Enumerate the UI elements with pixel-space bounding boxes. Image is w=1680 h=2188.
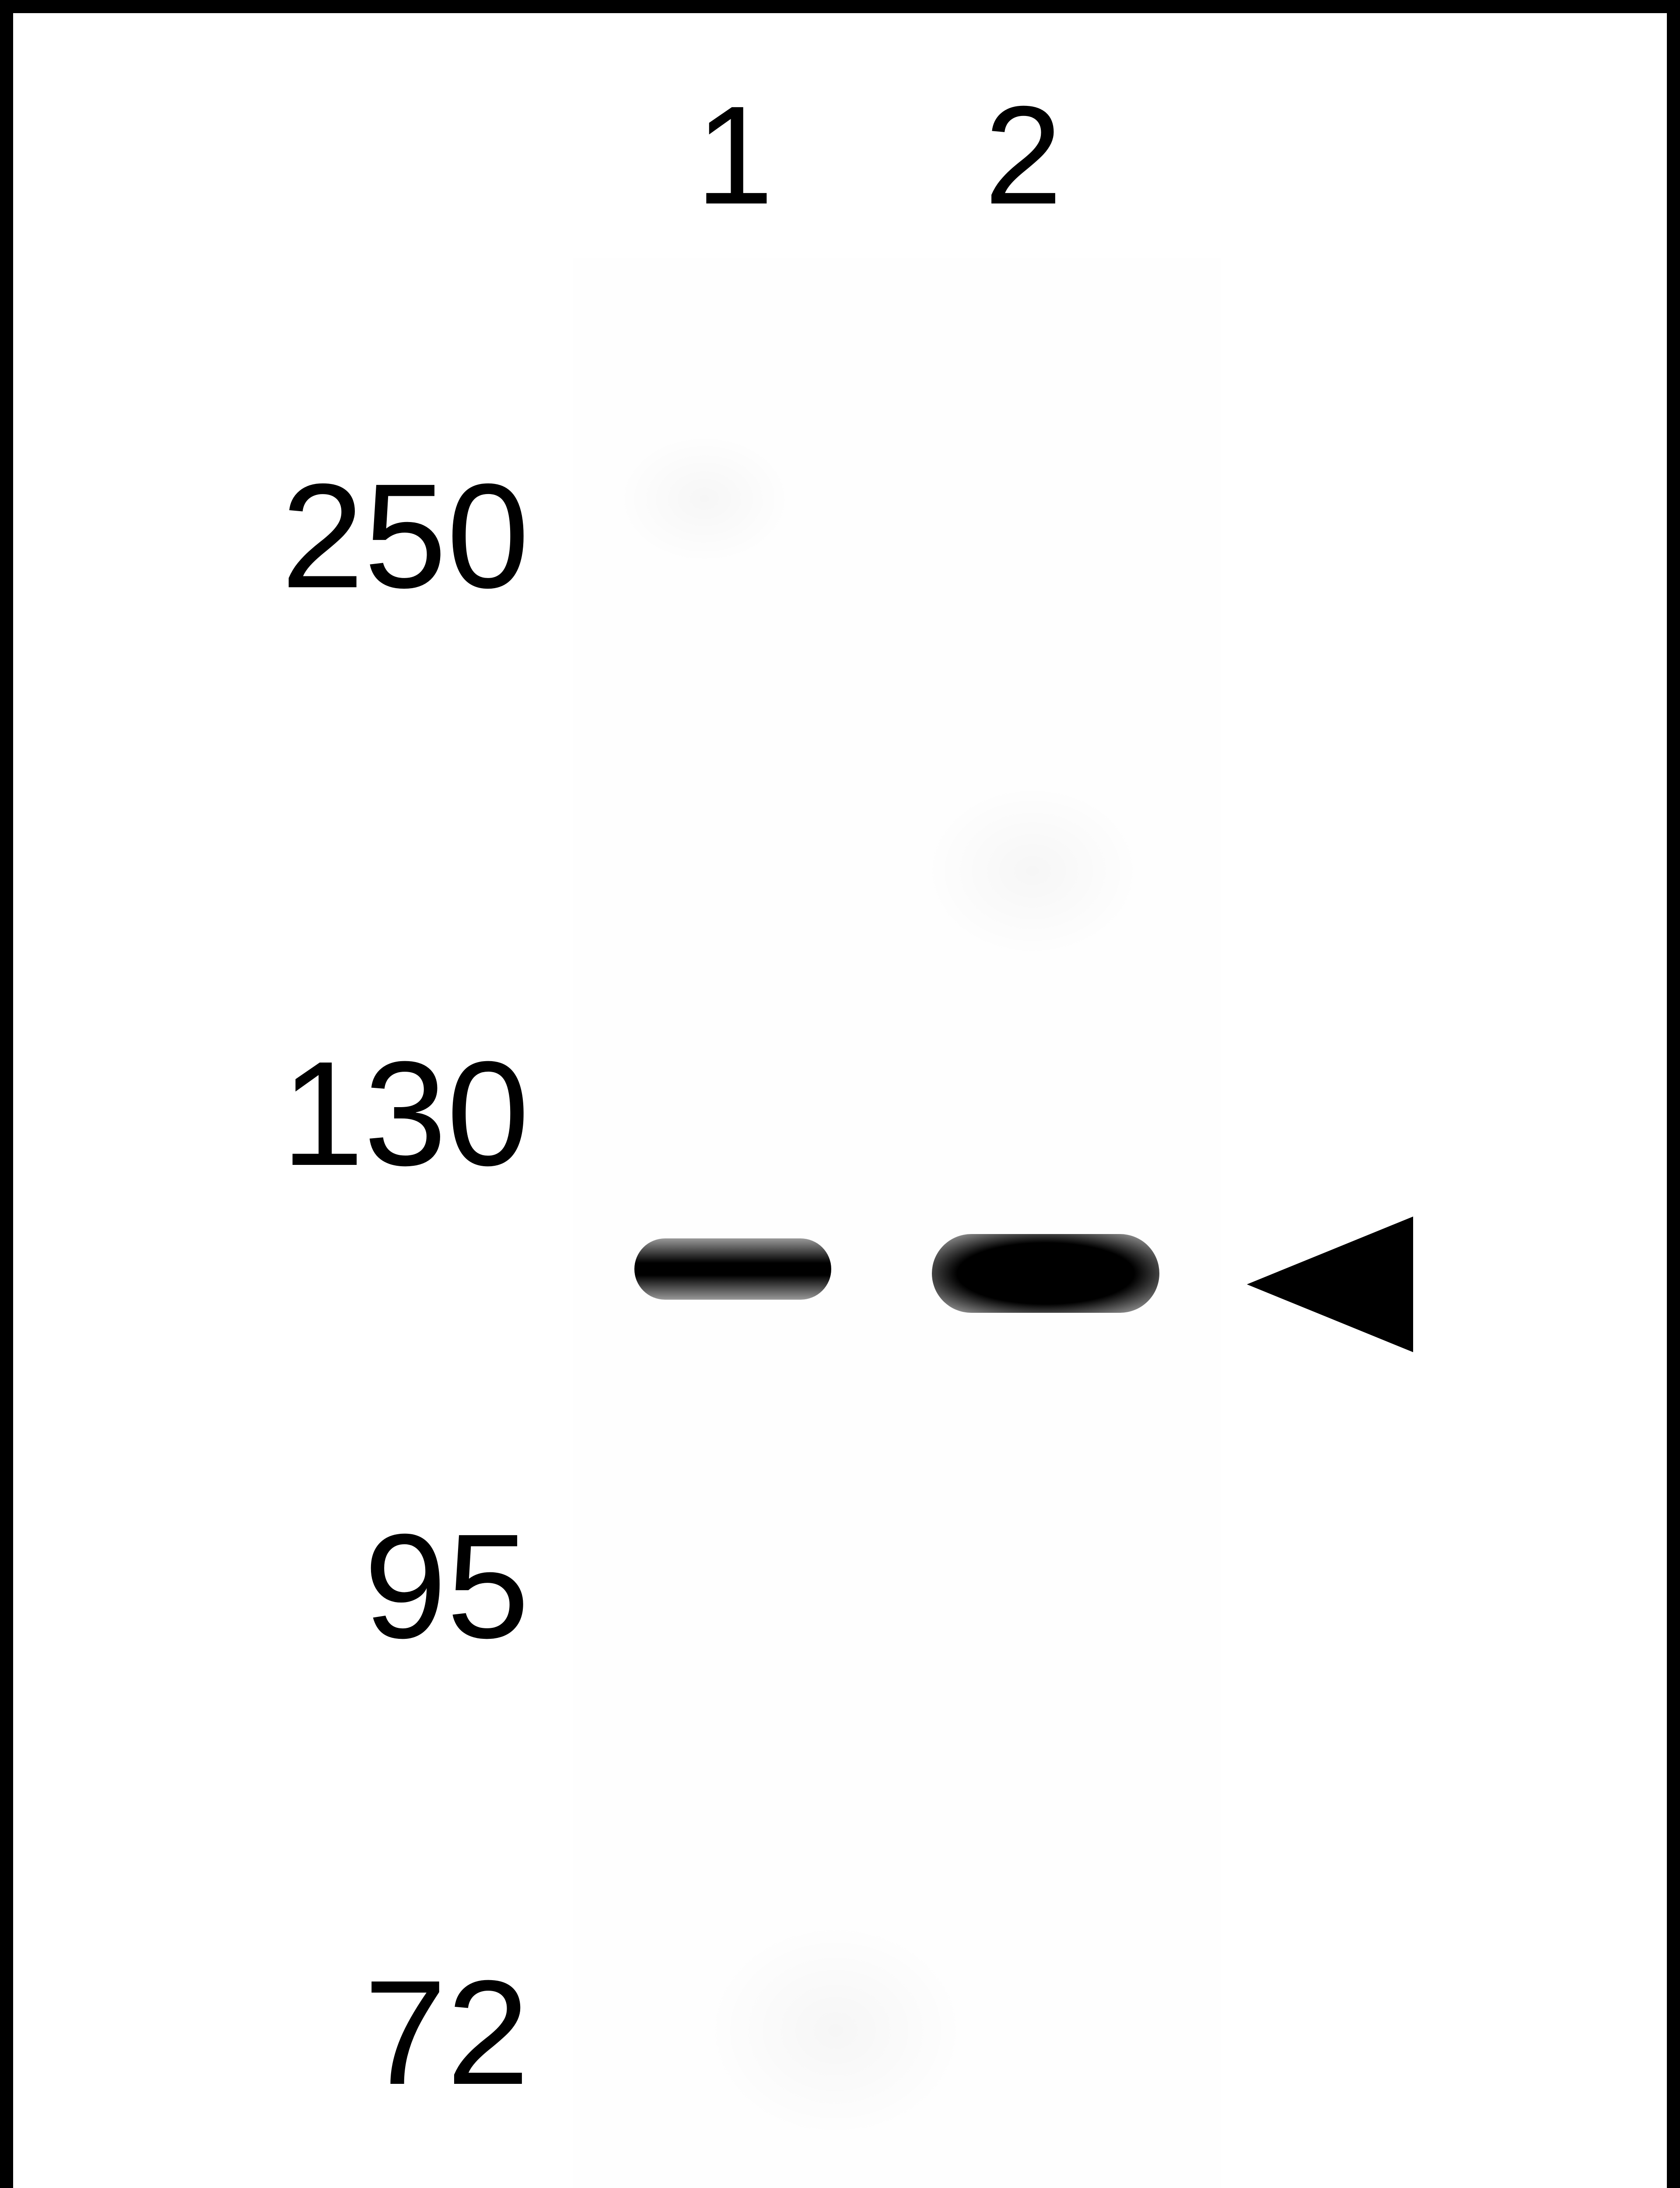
mw-marker-72: 72 — [302, 1947, 529, 2118]
blot-outer-frame: 1 2 250 130 95 72 55 — [0, 0, 1680, 2188]
lane-1-target-band — [634, 1238, 831, 1300]
mw-marker-130: 130 — [223, 1028, 529, 1199]
molecular-weight-markers: 250 130 95 72 55 — [13, 13, 1667, 2188]
target-band-arrow-icon — [1247, 1217, 1413, 1352]
lane-2-target-band — [932, 1234, 1159, 1313]
mw-marker-250: 250 — [223, 451, 529, 622]
mw-marker-95: 95 — [302, 1501, 529, 1672]
